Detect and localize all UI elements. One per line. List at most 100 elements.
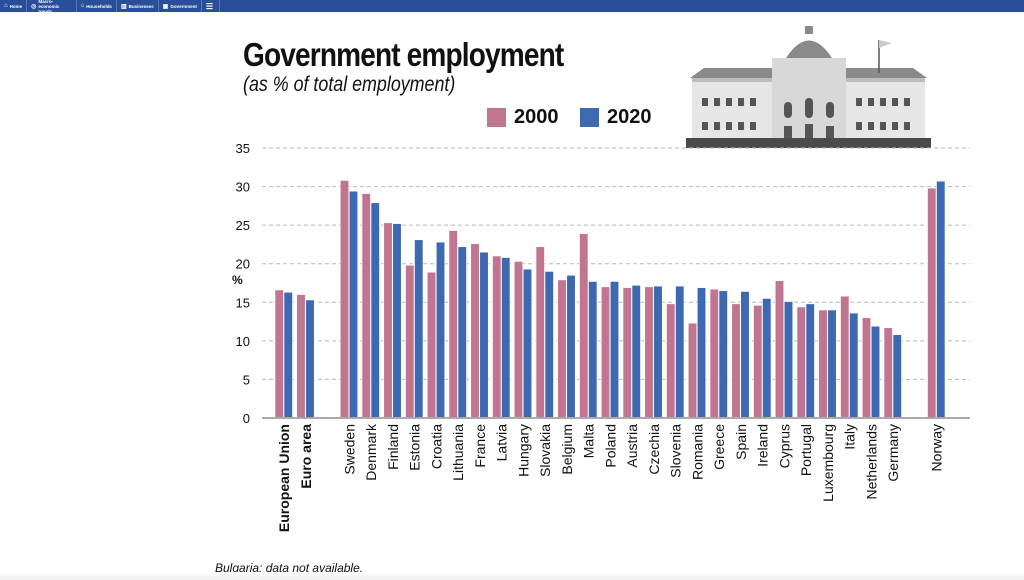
x-tick-label: Italy	[842, 424, 858, 450]
x-tick-label: Denmark	[363, 423, 379, 481]
y-tick-label: 10	[236, 334, 250, 349]
bar-2020-lithuania	[457, 246, 467, 419]
y-tick-label: 30	[236, 180, 250, 195]
x-tick-label: Portugal	[798, 424, 814, 476]
y-tick-label: 15	[236, 295, 250, 310]
x-tick-label: Austria	[624, 424, 640, 468]
bar-2000-sweden	[339, 180, 350, 419]
y-tick-label: 25	[236, 218, 250, 233]
bar-2020-luxembourg	[827, 309, 837, 419]
x-tick-label: Netherlands	[863, 424, 879, 500]
bar-2000-czechia	[644, 286, 654, 419]
x-tick-label: Norway	[929, 424, 945, 471]
bar-2000-italy	[840, 295, 850, 419]
x-tick-label: Slovenia	[668, 424, 684, 478]
government-icon: ▣	[162, 3, 169, 10]
x-tick-label: France	[472, 424, 488, 468]
x-tick-label: Belgium	[559, 424, 575, 475]
x-tick-label: Lithuania	[450, 424, 466, 481]
bar-2020-latvia	[501, 257, 511, 419]
bar-2000-european-union	[274, 289, 284, 419]
bar-2020-italy	[849, 312, 859, 419]
legend-label-2000: 2000	[514, 106, 559, 128]
bar-2020-netherlands	[870, 325, 881, 419]
nav-bar-background	[220, 0, 1024, 12]
footnote: Bulgaria: data not available.	[215, 561, 364, 575]
legend-swatch-2020	[580, 108, 599, 127]
businesses-icon: ▥	[120, 3, 127, 10]
bar-2020-czechia	[653, 285, 663, 419]
bar-2020-germany	[892, 334, 902, 419]
x-tick-label: European Union	[276, 424, 292, 532]
bar-2000-belgium	[557, 279, 567, 419]
bar-2000-ireland	[753, 305, 763, 419]
bar-2000-austria	[622, 287, 632, 419]
menu-add-icon: ☰	[205, 1, 213, 11]
bar-2000-poland	[600, 286, 611, 419]
bar-2020-euro-area	[305, 299, 315, 419]
x-tick-label: Hungary	[515, 424, 531, 477]
households-icon: ⌂	[80, 3, 85, 9]
bar-2000-luxembourg	[818, 309, 828, 419]
bar-2000-portugal	[796, 306, 806, 419]
y-tick-label: 35	[236, 141, 250, 156]
x-tick-label: Croatia	[428, 424, 444, 469]
bar-2020-slovenia	[675, 285, 685, 419]
y-tick-label: 0	[243, 411, 250, 426]
bar-2020-cyprus	[783, 301, 794, 419]
home-icon: ⌂	[4, 3, 8, 9]
chart-title: Government employment	[243, 36, 564, 73]
x-tick-label: Euro area	[298, 424, 314, 489]
nav-businesses[interactable]: ▥ Businesses	[117, 0, 159, 12]
y-tick-label: 20	[236, 257, 250, 272]
nav-macro-economic-trends[interactable]: ◎ Macro-economic trends	[27, 0, 77, 14]
bar-2020-hungary	[522, 268, 533, 419]
y-axis-label: %	[232, 273, 243, 287]
bar-2000-hungary	[513, 261, 524, 419]
bar-2000-latvia	[492, 255, 502, 419]
bar-2000-cyprus	[774, 280, 785, 419]
legend-item-2020: 2020	[580, 106, 652, 129]
bar-2000-estonia	[405, 264, 415, 419]
nav-home[interactable]: ⌂ Home	[0, 0, 28, 12]
bar-2000-lithuania	[448, 230, 458, 419]
bottom-bar	[0, 572, 1024, 580]
bar-2020-slovakia	[544, 271, 554, 419]
bar-2020-austria	[631, 285, 641, 419]
bar-2020-portugal	[805, 303, 815, 419]
x-tick-label: Spain	[733, 424, 749, 460]
bar-2000-romania	[687, 322, 698, 419]
bar-2000-france	[470, 243, 480, 419]
x-tick-label: Ireland	[755, 424, 771, 467]
bar-2000-spain	[731, 303, 741, 419]
bar-2000-greece	[709, 288, 719, 419]
bar-2000-croatia	[426, 271, 437, 419]
top-nav: ⌂ Home ◎ Macro-economic trends ⌂ Households…	[0, 0, 220, 14]
bar-2000-netherlands	[861, 317, 872, 419]
x-tick-label: Finland	[385, 424, 401, 470]
legend-label-2020: 2020	[607, 106, 652, 128]
nav-government[interactable]: ▣ Government	[159, 0, 202, 12]
chart-icon: ◎	[31, 3, 37, 10]
bar-2020-spain	[740, 291, 750, 419]
government-building-illustration	[686, 26, 931, 148]
x-tick-label: Luxembourg	[820, 424, 836, 502]
bar-2000-denmark	[361, 193, 371, 419]
bar-2020-romania	[696, 287, 707, 419]
x-tick-label: Slovakia	[537, 424, 553, 477]
legend-swatch-2000	[487, 108, 506, 127]
bar-2020-ireland	[762, 298, 772, 419]
bar-2020-estonia	[414, 239, 424, 419]
bar-2020-finland	[392, 223, 402, 419]
x-tick-label: Malta	[581, 424, 597, 458]
bar-2000-germany	[883, 327, 893, 419]
bar-2020-greece	[718, 290, 728, 419]
x-tick-label: Romania	[689, 424, 705, 480]
bar-2020-croatia	[435, 241, 446, 419]
x-tick-label: Czechia	[646, 424, 662, 475]
bar-2020-sweden	[348, 190, 359, 419]
x-tick-label: Greece	[711, 424, 727, 470]
menu-button[interactable]: ☰	[202, 0, 220, 12]
legend-item-2000: 2000	[487, 106, 559, 129]
nav-households[interactable]: ⌂ Households	[77, 0, 117, 12]
